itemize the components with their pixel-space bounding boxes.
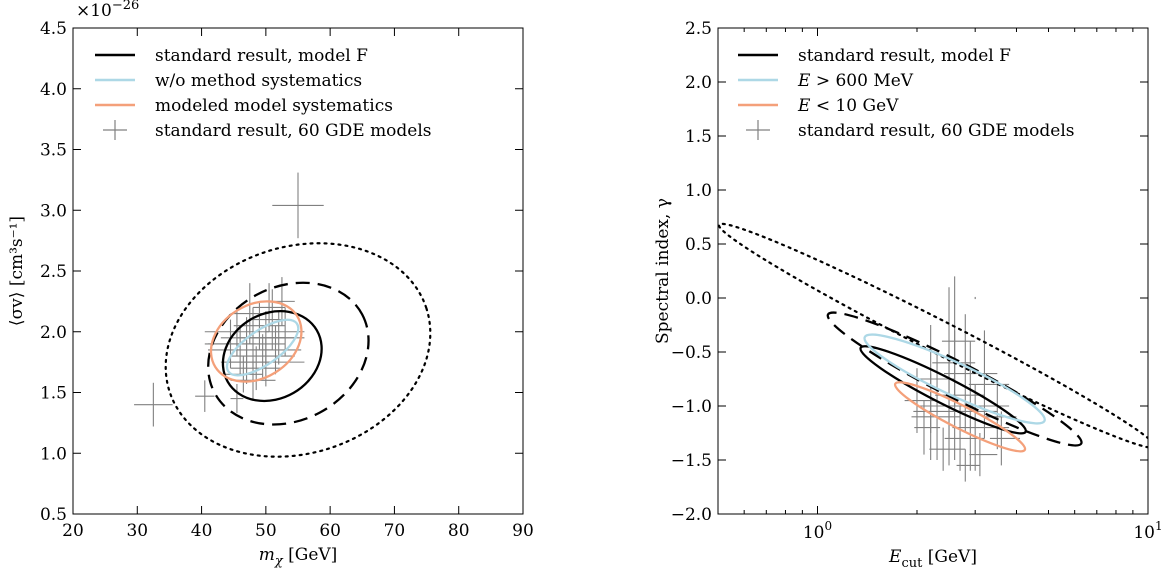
x-tick-label: 40 [191, 521, 213, 541]
legend-entry-2: modeled model systematics [95, 96, 393, 116]
left-legend: standard result, model F w/o method syste… [95, 46, 432, 141]
y-tick-label: 1.0 [40, 444, 67, 464]
data-point-14 [941, 276, 976, 406]
x-tick-label: 100 [803, 519, 832, 543]
right-chart: 100 101 −2.0 −1.5 −1.0 −0.5 0.0 0.5 1.0 1.5 2.0 2.5… [653, 19, 1163, 571]
right-legend: standard result, model F E > 600 MeV E < 1… [738, 46, 1075, 141]
y-tick-label: 4.5 [40, 19, 67, 39]
data-point-2 [195, 380, 215, 412]
contour-solid-3 [863, 333, 1046, 425]
x-tick-label: 50 [255, 521, 277, 541]
x-tick-label: 30 [126, 521, 148, 541]
y-tick-label: 0.5 [685, 235, 712, 255]
data-point-18 [974, 296, 976, 300]
y-tick-label: 1.0 [685, 181, 712, 201]
contour-solid-4 [893, 381, 1027, 453]
x-tick-label: 101 [1133, 519, 1162, 543]
right-x-axis-label: Ecut [GeV] [888, 547, 977, 571]
x-tick-label: 70 [384, 521, 406, 541]
contour-solid-2 [859, 345, 1027, 435]
x-tick-label: 20 [62, 521, 84, 541]
data-point-9 [929, 427, 966, 471]
data-point-12 [914, 400, 941, 455]
legend-label: standard result, model F [155, 46, 368, 66]
contour-solid-2 [221, 309, 323, 403]
contour-solid-4 [225, 318, 300, 377]
legend-entry-0: standard result, model F [738, 46, 1011, 66]
right-plot-area [718, 222, 1148, 482]
right-y-axis-label: Spectral index, γ [653, 198, 673, 344]
y-tick-label: 2.5 [40, 262, 67, 282]
contour-dashed-1 [207, 281, 370, 426]
y-tick-label: 2.0 [685, 73, 712, 93]
y-tick-label: 0.0 [685, 289, 712, 309]
y-tick-label: 0.5 [40, 505, 67, 525]
legend-label: modeled model systematics [155, 96, 393, 116]
left-plot-area [134, 172, 432, 458]
data-point-17 [249, 325, 302, 375]
legend-entry-1: E > 600 MeV [738, 71, 914, 91]
y-tick-label: 2.5 [685, 19, 712, 39]
legend-label: standard result, 60 GDE models [155, 121, 432, 141]
y-tick-label: 3.5 [40, 141, 67, 161]
contour-dashed-1 [826, 311, 1083, 447]
x-tick-label: 80 [448, 521, 470, 541]
y-tick-label: 4.0 [40, 80, 67, 100]
legend-entry-3: standard result, 60 GDE models [103, 120, 432, 141]
data-point-19 [956, 449, 980, 482]
legend-entry-3: standard result, 60 GDE models [746, 120, 1075, 141]
data-point-3 [230, 383, 244, 414]
legend-label: E > 600 MeV [797, 71, 914, 91]
right-ticks: 100 101 −2.0 −1.5 −1.0 −0.5 0.0 0.5 1.0 1.5 2.0 2.5 [671, 19, 1163, 543]
data-point-13 [969, 433, 998, 477]
y-tick-label: 3.0 [40, 201, 67, 221]
y-tick-label: 1.5 [685, 127, 712, 147]
x-tick-label: 60 [319, 521, 341, 541]
legend-label: standard result, 60 GDE models [798, 121, 1075, 141]
left-x-axis-label: mχ [GeV] [259, 545, 338, 569]
contour-solid-3 [209, 300, 303, 383]
left-offset-text: ×10−26 [76, 0, 139, 21]
y-tick-label: −1.0 [671, 397, 712, 417]
legend-label: w/o method systematics [155, 71, 362, 91]
legend-label: standard result, model F [798, 46, 1011, 66]
legend-label: E < 10 GeV [797, 96, 899, 116]
legend-entry-1: w/o method systematics [95, 71, 362, 91]
y-tick-label: −2.0 [671, 505, 712, 525]
data-point-23 [220, 340, 273, 384]
data-point-12 [230, 346, 282, 391]
legend-entry-0: standard result, model F [95, 46, 368, 66]
contour-dotted-0 [164, 242, 432, 458]
left-ticks: 20 30 40 50 60 70 80 90 0.5 1.0 1.5 2.0 2.5 3.0 3.5 4.0… [40, 19, 534, 541]
y-tick-label: 1.5 [40, 384, 67, 404]
left-chart: 20 30 40 50 60 70 80 90 0.5 1.0 1.5 2.0 2.5 3.0 3.5 4.0… [7, 0, 534, 569]
data-point-1 [134, 382, 173, 427]
legend-entry-2: E < 10 GeV [738, 96, 899, 116]
y-tick-label: −0.5 [671, 343, 712, 363]
x-tick-label: 90 [512, 521, 534, 541]
left-y-axis-label: ⟨σv⟩ [cm³s⁻¹] [7, 216, 27, 326]
y-tick-label: −1.5 [671, 451, 712, 471]
data-point-0 [272, 172, 324, 239]
right-axes-frame [717, 27, 1149, 515]
y-tick-label: 2.0 [40, 323, 67, 343]
data-point-15 [230, 334, 295, 378]
